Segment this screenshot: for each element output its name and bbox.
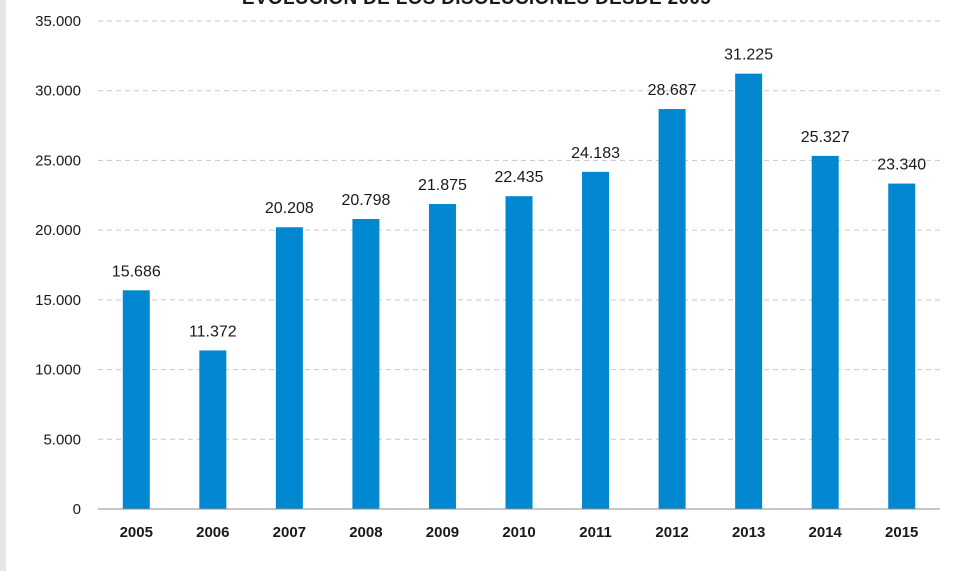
bar-2006 [199,350,227,509]
x-tick-label-2011: 2011 [579,524,612,541]
x-axis: 2005 2006 2007 2008 2009 2010 2011 2012 2013 2014… [98,508,940,541]
x-tick-label-2010: 2010 [502,524,535,541]
y-tick-label: 0 [73,501,81,518]
data-label-2008: 20.798 [341,192,390,209]
y-tick-label: 10.000 [35,362,81,379]
x-tick-label-2009: 2009 [426,524,459,541]
y-tick-label: 20.000 [35,222,81,239]
y-tick-label: 30.000 [35,83,81,100]
bar-2009 [428,204,456,509]
bar-2014 [811,155,839,509]
data-label-2012: 28.687 [648,82,697,99]
data-label-2009: 21.875 [418,177,467,194]
bar-2011 [582,171,610,509]
y-axis: 0 5.000 10.000 15.000 20.000 25.000 30.000 35.0… [35,13,81,518]
bar-2005 [122,290,150,509]
x-tick-label-2008: 2008 [349,524,382,541]
data-label-2005: 15.686 [112,263,161,280]
bar-2013 [735,73,763,510]
data-labels-layer: 15.686 11.372 20.208 20.798 21.875 22.435 24.1… [112,47,926,341]
data-label-2011: 24.183 [571,145,620,162]
bar-2007 [275,227,303,509]
x-tick-label-2007: 2007 [273,524,306,541]
data-label-2006: 11.372 [189,323,237,340]
bar-2015 [888,183,916,509]
bar-2012 [658,109,686,510]
x-tick-label-2015: 2015 [885,524,918,541]
y-tick-label: 5.000 [43,431,81,448]
y-tick-label: 25.000 [35,152,81,169]
x-tick-label-2006: 2006 [196,524,229,541]
x-tick-label-2013: 2013 [732,524,765,541]
data-label-2010: 22.435 [495,169,544,186]
x-tick-label-2005: 2005 [120,524,153,541]
chart-title: EVOLUCIÓN DE LOS DISOLUCIONES DESDE 2005 [0,0,953,10]
x-tick-label-2014: 2014 [808,524,842,541]
data-label-2013: 31.225 [724,47,773,64]
left-border-strip [0,0,6,571]
bar-2010 [505,196,533,509]
y-tick-label: 35.000 [35,13,81,30]
y-tick-label: 15.000 [35,292,81,309]
data-label-2007: 20.208 [265,200,314,217]
x-tick-label-2012: 2012 [655,524,688,541]
bars-layer [122,73,916,510]
data-label-2014: 25.327 [801,129,850,146]
bar-2008 [352,219,380,509]
data-label-2015: 23.340 [877,157,926,174]
